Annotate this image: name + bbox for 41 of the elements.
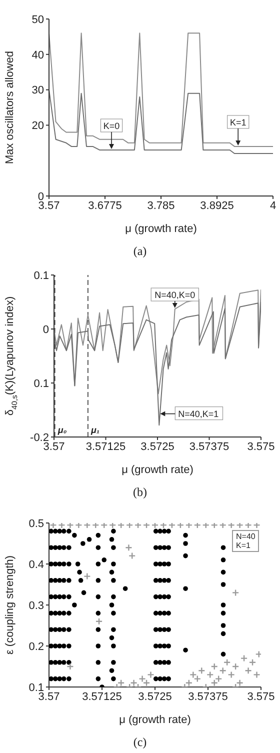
annotation: N=40,K=0 — [154, 290, 196, 300]
ref-line-label: μ₀ — [56, 425, 68, 435]
y-tick-label: 40 — [32, 49, 44, 62]
text: (b) — [132, 485, 148, 500]
annotation: N=40 K=1 — [232, 530, 260, 552]
x-axis-title: μ (growth rate) — [119, 714, 191, 726]
y-tick-label: 0.4 — [28, 558, 44, 571]
x-axis-title: μ (growth rate) — [125, 223, 197, 235]
x-tick-label: 3.57375 — [188, 690, 228, 703]
x-tick-label: 3.5725 — [138, 690, 172, 703]
x-tick-label: 3.6775 — [88, 200, 122, 212]
x-tick-label: 3.575 — [247, 690, 275, 703]
y-tick-label: 0.1 — [34, 378, 49, 390]
y-tick-label: 0.5 — [28, 518, 44, 530]
y-tick-label: 0 — [42, 324, 49, 336]
x-tick-label: 3.5725 — [140, 440, 174, 453]
x-tick-label: 3.57375 — [189, 440, 230, 453]
annotation: N=40,K=1 — [178, 408, 219, 419]
y-tick-label: 20 — [32, 120, 44, 132]
text: (a) — [132, 244, 148, 259]
x-tick-label: 3.8925 — [200, 200, 234, 212]
y-tick-label: 0.1 — [34, 270, 49, 282]
x-tick-label: 4 — [270, 200, 276, 212]
y-tick-label: 30 — [32, 84, 44, 97]
y-axis-title: Max oscillators allowed — [4, 50, 16, 164]
ref-line-label: μ₁ — [90, 425, 100, 435]
annotation: K=0 — [103, 120, 120, 131]
x-axis-title: μ (growth rate) — [122, 464, 194, 476]
x-tick-label: 3.575 — [247, 440, 275, 453]
x-tick-label: 3.57125 — [86, 440, 126, 453]
annotation: K=1 — [230, 117, 246, 128]
y-tick-label: 0.2 — [28, 640, 44, 653]
text: (c) — [132, 735, 148, 750]
x-tick-label: 3.57 — [43, 440, 65, 453]
y-tick-label: 0.3 — [28, 600, 44, 612]
x-tick-label: 3.57 — [38, 200, 60, 212]
x-tick-label: 3.57 — [38, 690, 60, 703]
x-tick-label: 3.57125 — [82, 690, 122, 703]
y-axis-title: ε (coupling strength) — [4, 555, 16, 655]
x-tick-label: 3.785 — [147, 200, 175, 212]
y-tick-label: 50 — [32, 14, 44, 26]
